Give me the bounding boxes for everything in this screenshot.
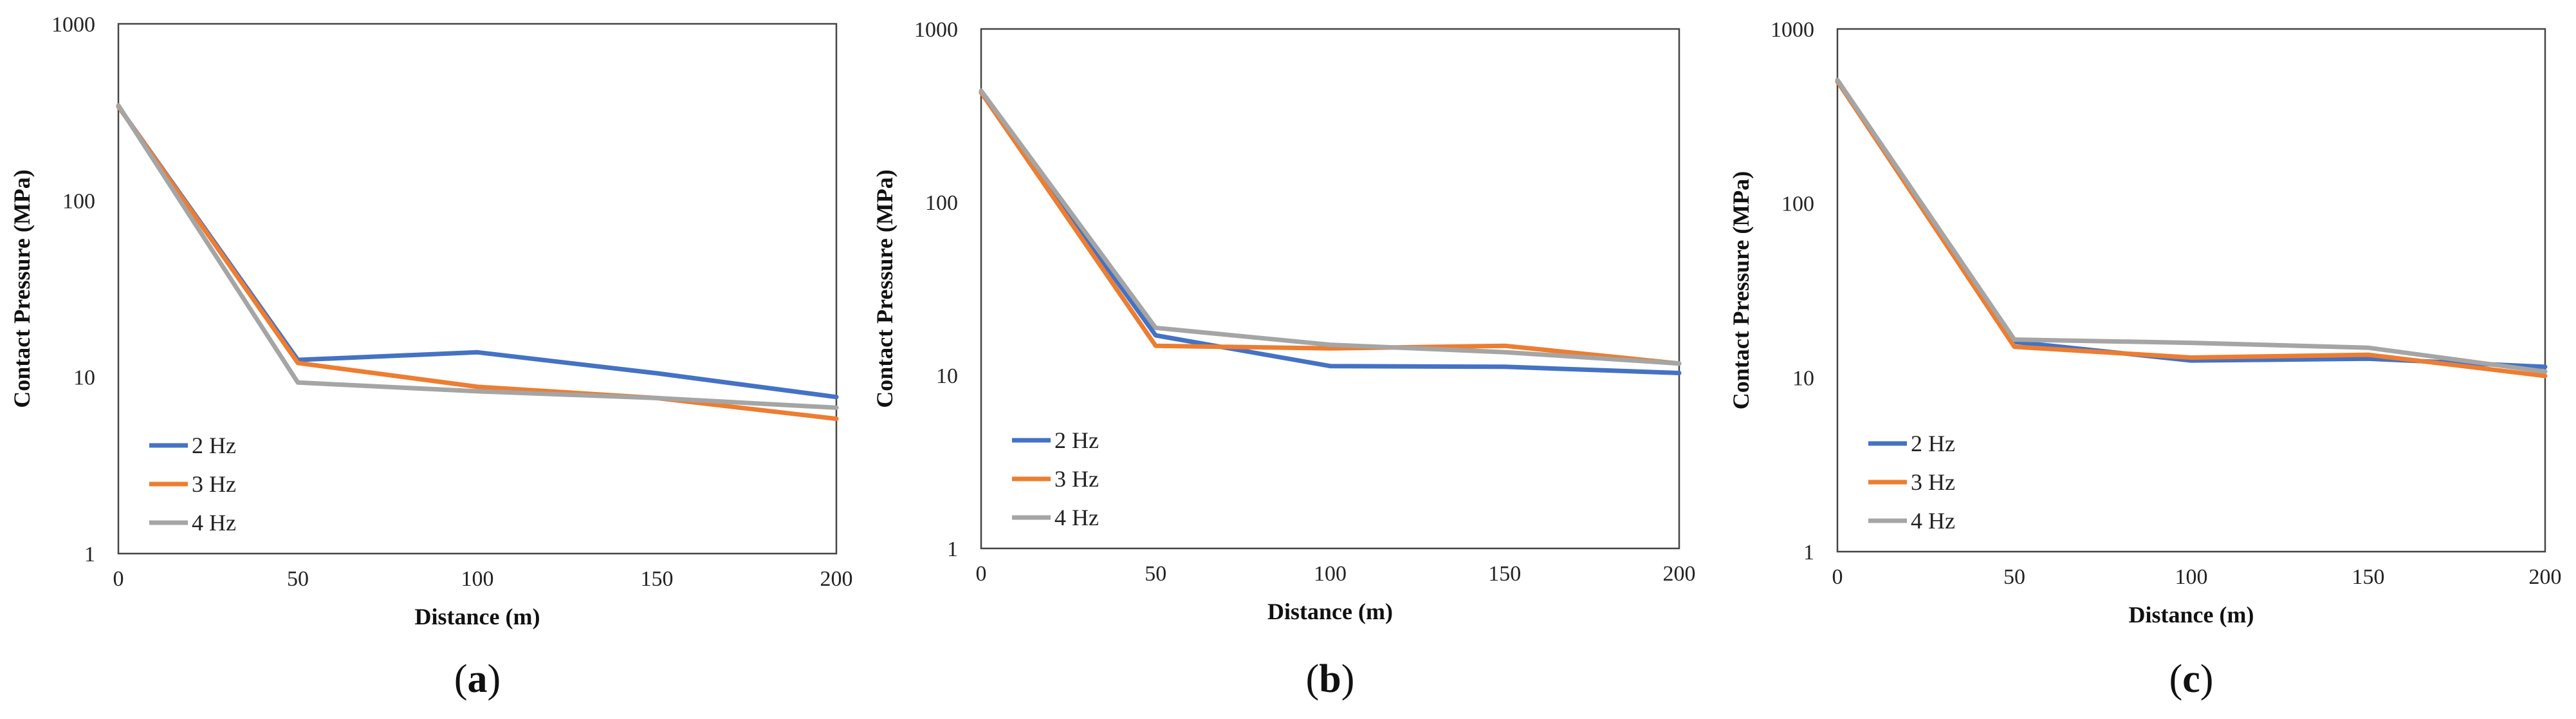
plot-area-frame xyxy=(1836,28,2546,553)
panel-label-open-paren: ( xyxy=(1306,657,1320,701)
x-tick-label: 50 xyxy=(2003,565,2025,589)
series-line-4hz xyxy=(116,103,839,410)
panel-label-letter: b xyxy=(1319,657,1341,701)
y-tick-label: 10 xyxy=(1792,366,1814,390)
y-tick-label: 100 xyxy=(925,191,958,215)
series-line-4hz xyxy=(979,88,1682,366)
x-tick-label: 200 xyxy=(1663,562,1696,586)
legend-label: 3 Hz xyxy=(1911,469,1955,495)
x-tick-label: 200 xyxy=(2529,565,2562,589)
legend-label: 4 Hz xyxy=(1911,508,1955,534)
series-line-2hz xyxy=(1835,79,2548,369)
x-axis-title: Distance (m) xyxy=(1267,599,1393,624)
legend-label: 3 Hz xyxy=(1054,466,1099,492)
panel-label-letter: a xyxy=(468,657,488,701)
y-tick-label: 100 xyxy=(62,189,95,213)
x-tick-label: 200 xyxy=(820,567,853,591)
x-tick-label: 0 xyxy=(113,567,124,591)
panel-label-close-paren: ) xyxy=(488,657,501,701)
legend-label: 4 Hz xyxy=(192,510,236,536)
y-tick-label: 1000 xyxy=(51,13,95,37)
y-axis-title: Contact Pressure (MPa) xyxy=(872,169,897,408)
x-tick-label: 50 xyxy=(287,567,309,591)
y-tick-label: 1000 xyxy=(914,18,958,42)
panel-label-open-paren: ( xyxy=(2169,657,2183,701)
series-line-3hz xyxy=(1835,79,2548,378)
chart-panel-a: 1 10 100 1000 0 50 100 150 200 Distance (m) Contac… xyxy=(9,13,853,701)
y-tick-label: 1 xyxy=(947,537,958,561)
legend-label: 2 Hz xyxy=(1054,427,1099,453)
y-axis-title: Contact Pressure (MPa) xyxy=(1728,171,1754,410)
series-line-4hz xyxy=(1835,77,2548,374)
panel-label-open-paren: ( xyxy=(454,657,468,701)
panel-label: (c) xyxy=(2169,657,2214,701)
x-tick-label: 0 xyxy=(976,562,987,586)
series-line-3hz xyxy=(116,104,839,422)
panel-label-close-paren: ) xyxy=(1341,657,1355,701)
legend-label: 4 Hz xyxy=(1054,505,1099,530)
legend-label: 3 Hz xyxy=(192,471,236,497)
x-tick-label: 150 xyxy=(2352,565,2385,589)
panel-label-close-paren: ) xyxy=(2200,657,2214,701)
panel-label: (a) xyxy=(454,657,501,701)
x-tick-label: 150 xyxy=(1488,562,1521,586)
chart-panel-b: 1 10 100 1000 0 50 100 150 200 Distance (m) Contac… xyxy=(872,18,1696,701)
y-tick-label: 1 xyxy=(84,543,95,566)
plot-area-frame xyxy=(117,23,838,555)
x-tick-label: 100 xyxy=(1314,562,1347,586)
x-tick-label: 150 xyxy=(641,567,674,591)
x-tick-label: 0 xyxy=(1832,565,1843,589)
series-line-2hz xyxy=(116,104,839,400)
x-tick-label: 100 xyxy=(2175,565,2208,589)
y-tick-label: 1000 xyxy=(1771,18,1814,42)
y-tick-label: 10 xyxy=(73,366,95,390)
x-axis-title: Distance (m) xyxy=(2129,602,2254,628)
y-tick-label: 10 xyxy=(936,364,958,388)
plot-area-frame xyxy=(980,28,1680,550)
y-tick-label: 1 xyxy=(1803,541,1814,565)
y-axis-title: Contact Pressure (MPa) xyxy=(9,169,35,408)
x-tick-label: 50 xyxy=(1145,562,1166,586)
y-tick-label: 100 xyxy=(1781,192,1814,216)
panel-label-letter: c xyxy=(2182,657,2200,701)
x-axis-title: Distance (m) xyxy=(415,604,540,630)
chart-panel-c: 1 10 100 1000 0 50 100 150 200 Distance (m) Contac… xyxy=(1728,18,2562,701)
legend-label: 2 Hz xyxy=(192,433,236,458)
panel-label: (b) xyxy=(1306,657,1355,701)
legend-label: 2 Hz xyxy=(1911,431,1955,456)
series-line-2hz xyxy=(979,90,1682,375)
x-tick-label: 100 xyxy=(461,567,494,591)
series-line-3hz xyxy=(979,90,1682,366)
